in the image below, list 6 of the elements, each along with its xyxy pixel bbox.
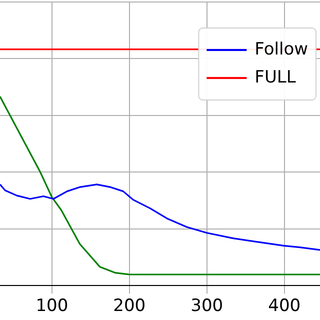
x-tick-label: 300 (190, 296, 224, 316)
legend-label: FULL (254, 67, 296, 88)
legend-label: Follow (254, 39, 308, 60)
x-tick-label: 100 (36, 296, 68, 316)
x-tick-label: 400 (268, 296, 301, 316)
x-tick-label: 200 (113, 296, 146, 316)
